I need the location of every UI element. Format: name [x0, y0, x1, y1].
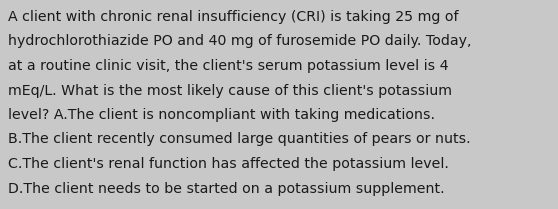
- Text: A client with chronic renal insufficiency (CRI) is taking 25 mg of: A client with chronic renal insufficienc…: [8, 10, 459, 24]
- Text: B.The client recently consumed large quantities of pears or nuts.: B.The client recently consumed large qua…: [8, 133, 470, 147]
- Text: level? A.The client is noncompliant with taking medications.: level? A.The client is noncompliant with…: [8, 108, 435, 122]
- Text: at a routine clinic visit, the client's serum potassium level is 4: at a routine clinic visit, the client's …: [8, 59, 449, 73]
- Text: C.The client's renal function has affected the potassium level.: C.The client's renal function has affect…: [8, 157, 449, 171]
- Text: mEq/L. What is the most likely cause of this client's potassium: mEq/L. What is the most likely cause of …: [8, 84, 452, 98]
- Text: hydrochlorothiazide PO and 40 mg of furosemide PO daily. Today,: hydrochlorothiazide PO and 40 mg of furo…: [8, 34, 472, 48]
- Text: D.The client needs to be started on a potassium supplement.: D.The client needs to be started on a po…: [8, 181, 445, 195]
